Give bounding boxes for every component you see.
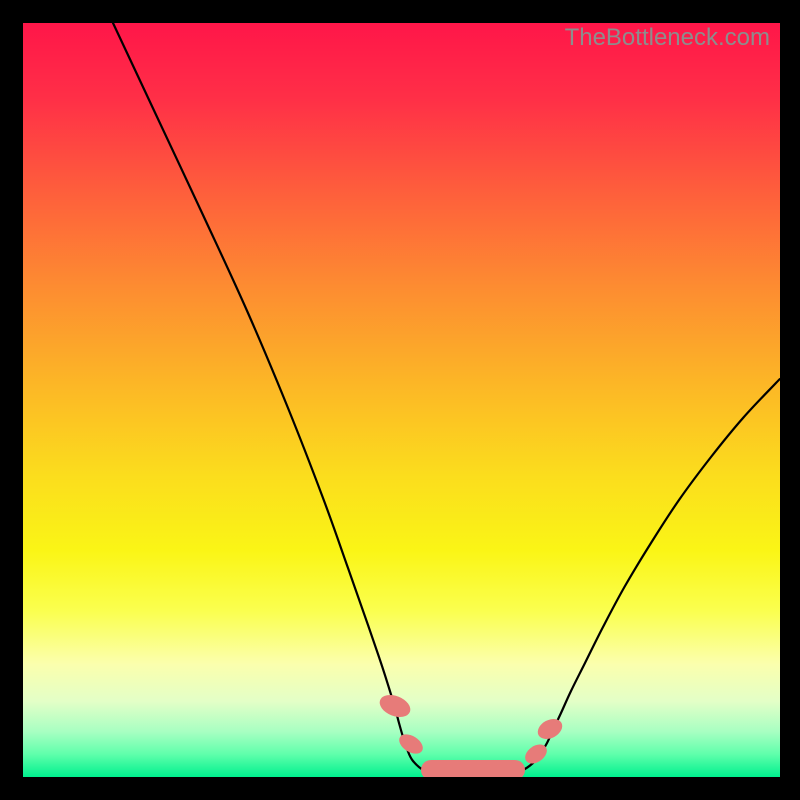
datapoint-markers — [23, 23, 780, 777]
plot-area — [23, 23, 780, 777]
marker-blob — [522, 741, 551, 768]
marker-pill — [421, 760, 525, 777]
watermark-text: TheBottleneck.com — [565, 24, 770, 52]
marker-blob — [376, 691, 413, 722]
marker-blob — [534, 715, 565, 743]
marker-blob — [396, 730, 427, 757]
frame: TheBottleneck.com — [0, 0, 800, 800]
